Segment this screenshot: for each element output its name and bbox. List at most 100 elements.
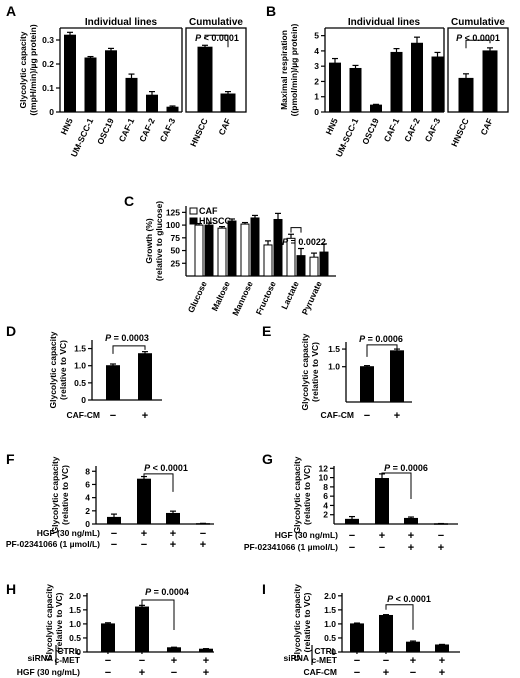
y-tick-label-C: 75 bbox=[171, 233, 181, 243]
treatment-mark-F: − bbox=[141, 539, 147, 551]
y-tick-label-E: 1.0 bbox=[328, 362, 340, 372]
panel-letter-b: B bbox=[266, 3, 276, 19]
treatment-mark-H: − bbox=[105, 655, 111, 667]
x-tick-label-A2: HNSCC bbox=[188, 117, 210, 149]
legend-label-hnscc: HNSCC bbox=[199, 216, 232, 226]
y-tick-label-H: 0 bbox=[76, 647, 81, 657]
treatment-label-E: CAF-CM bbox=[320, 410, 354, 420]
y-axis-label-D: Glycolytic capacity(relative to VC) bbox=[48, 331, 68, 408]
y-axis-label-A1: Glycolytic capacity((mpH/min)/µg protein… bbox=[18, 24, 38, 115]
treatment-mark-H: + bbox=[139, 646, 145, 658]
y-tick-label-B1: 5 bbox=[314, 31, 319, 41]
treatment-mark-D: + bbox=[142, 410, 148, 422]
treatment-label-I: CTRL bbox=[314, 646, 337, 656]
y-tick-label-H: 2.0 bbox=[69, 591, 81, 601]
frame-B2 bbox=[447, 27, 509, 113]
p-value-A2: P < 0.0001 bbox=[195, 33, 239, 43]
treatment-mark-H: + bbox=[171, 655, 177, 667]
y-tick-label-G: 8 bbox=[323, 482, 328, 492]
treatment-mark-I: + bbox=[410, 655, 416, 667]
treatment-mark-F: + bbox=[170, 539, 176, 551]
bar-B1-0 bbox=[329, 62, 341, 113]
p-value-H: P = 0.0004 bbox=[145, 587, 189, 597]
p-value-D: P = 0.0003 bbox=[105, 333, 149, 343]
legend-swatch-caf bbox=[189, 207, 198, 215]
bar-C-s1-3 bbox=[273, 218, 283, 277]
y-axis-label-C: Growth (%)(relative to glucose) bbox=[144, 201, 164, 281]
y-tick-label-F: 0 bbox=[85, 519, 90, 529]
y-tick-label-C: 100 bbox=[166, 220, 180, 230]
x-tick-label-C: Mannose bbox=[230, 279, 255, 317]
x-tick-label-A1: OSC19 bbox=[95, 116, 116, 146]
treatment-label-H: CTRL bbox=[57, 646, 80, 656]
y-tick-label-B1: 4 bbox=[314, 46, 319, 56]
treatment-label-G: PF-02341066 (1 µmol/L) bbox=[244, 542, 338, 552]
p-value-G: P = 0.0006 bbox=[384, 463, 428, 473]
p-value-C: P = 0.0022 bbox=[282, 237, 326, 247]
y-tick-label-A1: 0.1 bbox=[42, 83, 54, 93]
bar-C-s1-0 bbox=[204, 224, 214, 277]
y-axis-label-H: Glycolytic capacity(relative to VC) bbox=[44, 584, 64, 661]
significance-bracket-I bbox=[385, 604, 414, 630]
treatment-label-D: CAF-CM bbox=[66, 410, 100, 420]
y-tick-label-I: 1.5 bbox=[324, 605, 336, 615]
y-tick-label-I: 0.5 bbox=[324, 633, 336, 643]
bar-A1-5 bbox=[166, 106, 179, 113]
treatment-mark-I: + bbox=[354, 646, 360, 658]
y-tick-label-B1: 3 bbox=[314, 61, 319, 71]
bar-A1-1 bbox=[84, 57, 97, 113]
treatment-mark-F: + bbox=[141, 528, 147, 540]
treatment-mark-G: − bbox=[438, 530, 444, 542]
panel-letter-e: E bbox=[262, 323, 271, 339]
bar-A1-0 bbox=[64, 34, 76, 113]
y-tick-label-I: 2.0 bbox=[324, 591, 336, 601]
y-tick-label-D: 0 bbox=[81, 395, 86, 405]
y-tick-label-A1: 0.2 bbox=[42, 59, 54, 69]
y-tick-label-D: 1.5 bbox=[74, 344, 86, 354]
x-tick-label-B1: CAF-3 bbox=[423, 116, 443, 143]
y-tick-label-H: 1.0 bbox=[69, 619, 81, 629]
bar-E-1 bbox=[390, 350, 404, 403]
panel-letter-g: G bbox=[262, 451, 273, 467]
y-tick-label-A1: 0 bbox=[49, 107, 54, 117]
treatment-mark-F: + bbox=[170, 528, 176, 540]
y-tick-label-G: 10 bbox=[319, 473, 329, 483]
y-tick-label-F: 4 bbox=[85, 493, 90, 503]
treatment-mark-F: + bbox=[200, 539, 206, 551]
treatment-label-F: PF-02341066 (1 µmol/L) bbox=[6, 539, 100, 549]
x-tick-label-C: Fructose bbox=[254, 279, 278, 316]
x-tick-label-C: Pyruvate bbox=[300, 279, 324, 316]
treatment-mark-E: + bbox=[394, 410, 400, 422]
y-axis-label-B1: Maximal respiration((pmol/min)/µg protei… bbox=[279, 23, 299, 116]
treatment-label-F: HGF (30 ng/mL) bbox=[37, 528, 100, 538]
treatment-mark-G: − bbox=[349, 542, 355, 554]
y-axis-label-E: Glycolytic capacity(relative to VC) bbox=[300, 333, 320, 410]
y-axis-label-G: Glycolytic capacity(relative to VC) bbox=[292, 456, 312, 533]
treatment-mark-G: + bbox=[408, 530, 414, 542]
bar-C-s1-2 bbox=[250, 217, 260, 277]
x-tick-label-B1: CAF-1 bbox=[382, 116, 402, 143]
treatment-mark-D: − bbox=[110, 410, 116, 422]
x-tick-label-C: Glucose bbox=[186, 279, 209, 314]
y-tick-label-B1: 2 bbox=[314, 76, 319, 86]
bar-B1-2 bbox=[370, 104, 382, 113]
treatment-mark-I: − bbox=[410, 646, 416, 658]
treatment-mark-I: − bbox=[410, 667, 416, 678]
treatment-mark-H: − bbox=[171, 667, 177, 678]
treatment-mark-H: − bbox=[105, 667, 111, 678]
bar-B2-0 bbox=[458, 77, 474, 113]
treatment-mark-H: + bbox=[139, 667, 145, 678]
y-tick-label-C: 125 bbox=[166, 207, 180, 217]
bar-B1-1 bbox=[349, 67, 362, 113]
y-axis-label-I: Glycolytic capacity(relative to VC) bbox=[292, 584, 312, 661]
x-tick-label-B2: HNSCC bbox=[449, 117, 471, 149]
significance-bracket-D bbox=[112, 345, 146, 354]
bar-A1-4 bbox=[146, 94, 158, 113]
y-tick-label-F: 8 bbox=[85, 466, 90, 476]
y-tick-label-C: 50 bbox=[171, 246, 181, 256]
treatment-mark-H: + bbox=[203, 655, 209, 667]
frame-A2 bbox=[185, 27, 247, 113]
treatment-mark-E: − bbox=[364, 410, 370, 422]
bar-C-s0-3 bbox=[263, 244, 273, 277]
